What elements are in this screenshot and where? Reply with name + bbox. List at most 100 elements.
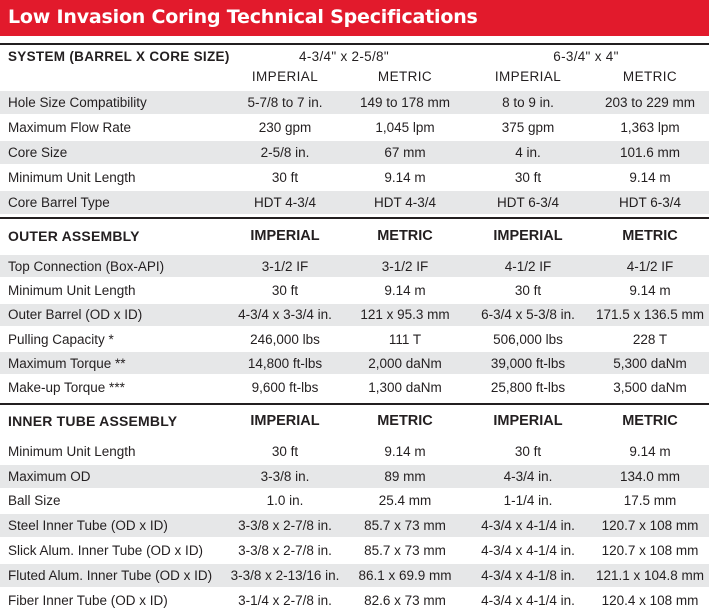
spec-value: 149 to 178 mm bbox=[359, 95, 451, 110]
spec-label: Top Connection (Box-API) bbox=[8, 258, 165, 274]
section-divider bbox=[0, 43, 709, 45]
spec-label: Make-up Torque *** bbox=[8, 380, 125, 396]
spec-value: 4-3/4 x 3-3/4 in. bbox=[238, 307, 332, 323]
spec-label: Core Size bbox=[8, 145, 68, 160]
inner-label: INNER TUBE ASSEMBLY bbox=[8, 413, 178, 429]
spec-label: Maximum OD bbox=[8, 468, 91, 484]
spec-row: Minimum Unit Length 30 ft 9.14 m 30 ft 9.14 … bbox=[0, 166, 709, 189]
spec-value: 1,300 daNm bbox=[368, 380, 442, 396]
outer-header: OUTER ASSEMBLY IMPERIAL METRIC IMPERIAL … bbox=[0, 221, 709, 251]
spec-row: Steel Inner Tube (OD x ID) 3-3/8 x 2-7/8 … bbox=[0, 514, 709, 538]
outer-label: OUTER ASSEMBLY bbox=[8, 228, 140, 244]
spec-row: Make-up Torque *** 9,600 ft-lbs 1,300 daNm… bbox=[0, 377, 709, 399]
inner-header: INNER TUBE ASSEMBLY IMPERIAL METRIC IMPE… bbox=[0, 406, 709, 436]
spec-row: Slick Alum. Inner Tube (OD x ID) 3-3/8 x … bbox=[0, 539, 709, 562]
spec-value: 228 T bbox=[632, 331, 668, 347]
spec-value: HDT 4-3/4 bbox=[373, 195, 437, 210]
spec-value: 9.14 m bbox=[384, 170, 426, 185]
spec-value: 9,600 ft-lbs bbox=[251, 380, 319, 396]
spec-value: 9.14 m bbox=[384, 443, 426, 459]
unit-header: IMPERIAL bbox=[251, 69, 319, 84]
title-bar: Low Invasion Coring Technical Specificat… bbox=[0, 0, 709, 36]
spec-value: 101.6 mm bbox=[619, 145, 681, 160]
spec-row: Maximum Torque ** 14,800 ft-lbs 2,000 daNm… bbox=[0, 352, 709, 375]
spec-row: Pulling Capacity * 246,000 lbs 111 T 506,00… bbox=[0, 328, 709, 350]
spec-value: 9.14 m bbox=[629, 443, 671, 459]
spec-value: 85.7 x 73 mm bbox=[364, 543, 446, 559]
spec-value: 1,045 lpm bbox=[375, 120, 435, 135]
spec-row: Maximum Flow Rate 230 gpm 1,045 lpm 375 gpm… bbox=[0, 116, 709, 139]
spec-value: 3,500 daNm bbox=[613, 380, 687, 396]
unit-header: IMPERIAL bbox=[493, 228, 563, 244]
spec-value: 4-3/4 x 4-1/4 in. bbox=[481, 543, 575, 559]
spec-value: 2,000 daNm bbox=[368, 355, 442, 371]
spec-value: 30 ft bbox=[514, 170, 542, 185]
spec-row: Minimum Unit Length 30 ft 9.14 m 30 ft 9.14 … bbox=[0, 279, 709, 301]
spec-value: 9.14 m bbox=[629, 170, 671, 185]
system-label: SYSTEM (BARREL X CORE SIZE) bbox=[8, 48, 230, 64]
spec-value: HDT 6-3/4 bbox=[496, 195, 560, 210]
spec-value: 506,000 lbs bbox=[493, 331, 563, 347]
page-title: Low Invasion Coring Technical Specificat… bbox=[8, 6, 478, 28]
unit-header: METRIC bbox=[377, 69, 433, 84]
spec-value: 3-3/8 x 2-13/16 in. bbox=[230, 567, 340, 583]
spec-row: Hole Size Compatibility 5-7/8 to 7 in. 149… bbox=[0, 91, 709, 114]
spec-value: 30 ft bbox=[271, 170, 299, 185]
spec-value: 4-1/2 IF bbox=[504, 258, 552, 274]
spec-value: 3-1/2 IF bbox=[381, 258, 429, 274]
unit-header: METRIC bbox=[377, 228, 433, 244]
spec-value: 3-1/2 IF bbox=[261, 258, 309, 274]
spec-value: 30 ft bbox=[514, 282, 542, 298]
spec-row: Core Size 2-5/8 in. 67 mm 4 in. 101.6 mm bbox=[0, 141, 709, 164]
spec-row: Fluted Alum. Inner Tube (OD x ID) 3-3/8 x… bbox=[0, 564, 709, 587]
unit-header: IMPERIAL bbox=[493, 413, 563, 429]
spec-row: Top Connection (Box-API) 3-1/2 IF 3-1/2 IF… bbox=[0, 255, 709, 278]
spec-label: Outer Barrel (OD x ID) bbox=[8, 307, 143, 323]
unit-header: METRIC bbox=[377, 413, 433, 429]
spec-value: 120.4 x 108 mm bbox=[601, 592, 699, 608]
spec-value: 85.7 x 73 mm bbox=[364, 518, 446, 534]
spec-label: Minimum Unit Length bbox=[8, 170, 136, 185]
spec-label: Fluted Alum. Inner Tube (OD x ID) bbox=[8, 567, 213, 583]
spec-label: Minimum Unit Length bbox=[8, 282, 136, 298]
spec-value: 25.4 mm bbox=[378, 493, 432, 509]
spec-label: Pulling Capacity * bbox=[8, 331, 114, 347]
system-units-row: IMPERIAL METRIC IMPERIAL METRIC bbox=[0, 66, 709, 87]
spec-value: 9.14 m bbox=[384, 282, 426, 298]
spec-value: 1-1/4 in. bbox=[503, 493, 553, 509]
spec-value: 375 gpm bbox=[501, 120, 555, 135]
system-header: SYSTEM (BARREL X CORE SIZE) 4-3/4" x 2-5… bbox=[0, 46, 709, 66]
spec-label: Core Barrel Type bbox=[8, 195, 110, 210]
spec-value: 4-3/4 in. bbox=[503, 468, 553, 484]
spec-value: 30 ft bbox=[514, 443, 542, 459]
spec-value: HDT 6-3/4 bbox=[618, 195, 682, 210]
spec-value: 5-7/8 to 7 in. bbox=[247, 95, 323, 110]
unit-header: METRIC bbox=[622, 413, 678, 429]
unit-header: IMPERIAL bbox=[250, 228, 320, 244]
spec-label: Hole Size Compatibility bbox=[8, 95, 147, 110]
spec-value: 17.5 mm bbox=[623, 493, 677, 509]
spec-value: 1,363 lpm bbox=[620, 120, 680, 135]
spec-value: 134.0 mm bbox=[619, 468, 681, 484]
spec-value: 111 T bbox=[388, 331, 422, 347]
spec-value: 25,800 ft-lbs bbox=[490, 380, 566, 396]
spec-value: 4-1/2 IF bbox=[626, 258, 674, 274]
spec-value: 3-3/8 x 2-7/8 in. bbox=[238, 543, 332, 559]
spec-value: 30 ft bbox=[271, 443, 299, 459]
unit-header: METRIC bbox=[622, 228, 678, 244]
spec-row: Maximum OD 3-3/8 in. 89 mm 4-3/4 in. 134.0 m… bbox=[0, 464, 709, 488]
unit-header: METRIC bbox=[622, 69, 678, 84]
spec-value: 9.14 m bbox=[629, 282, 671, 298]
spec-value: 3-3/8 x 2-7/8 in. bbox=[238, 518, 332, 534]
system-size-b: 6-3/4" x 4" bbox=[553, 48, 619, 64]
unit-header: IMPERIAL bbox=[250, 413, 320, 429]
system-size-a: 4-3/4" x 2-5/8" bbox=[299, 48, 389, 64]
spec-value: 4 in. bbox=[515, 145, 541, 160]
spec-value: 82.6 x 73 mm bbox=[364, 592, 446, 608]
spec-value: 121.1 x 104.8 mm bbox=[595, 567, 705, 583]
spec-value: 89 mm bbox=[384, 468, 426, 484]
spec-value: 30 ft bbox=[271, 282, 299, 298]
spec-row: Minimum Unit Length 30 ft 9.14 m 30 ft 9.14 … bbox=[0, 440, 709, 463]
spec-value: 86.1 x 69.9 mm bbox=[358, 567, 452, 583]
spec-row: Outer Barrel (OD x ID) 4-3/4 x 3-3/4 in. 1… bbox=[0, 303, 709, 326]
